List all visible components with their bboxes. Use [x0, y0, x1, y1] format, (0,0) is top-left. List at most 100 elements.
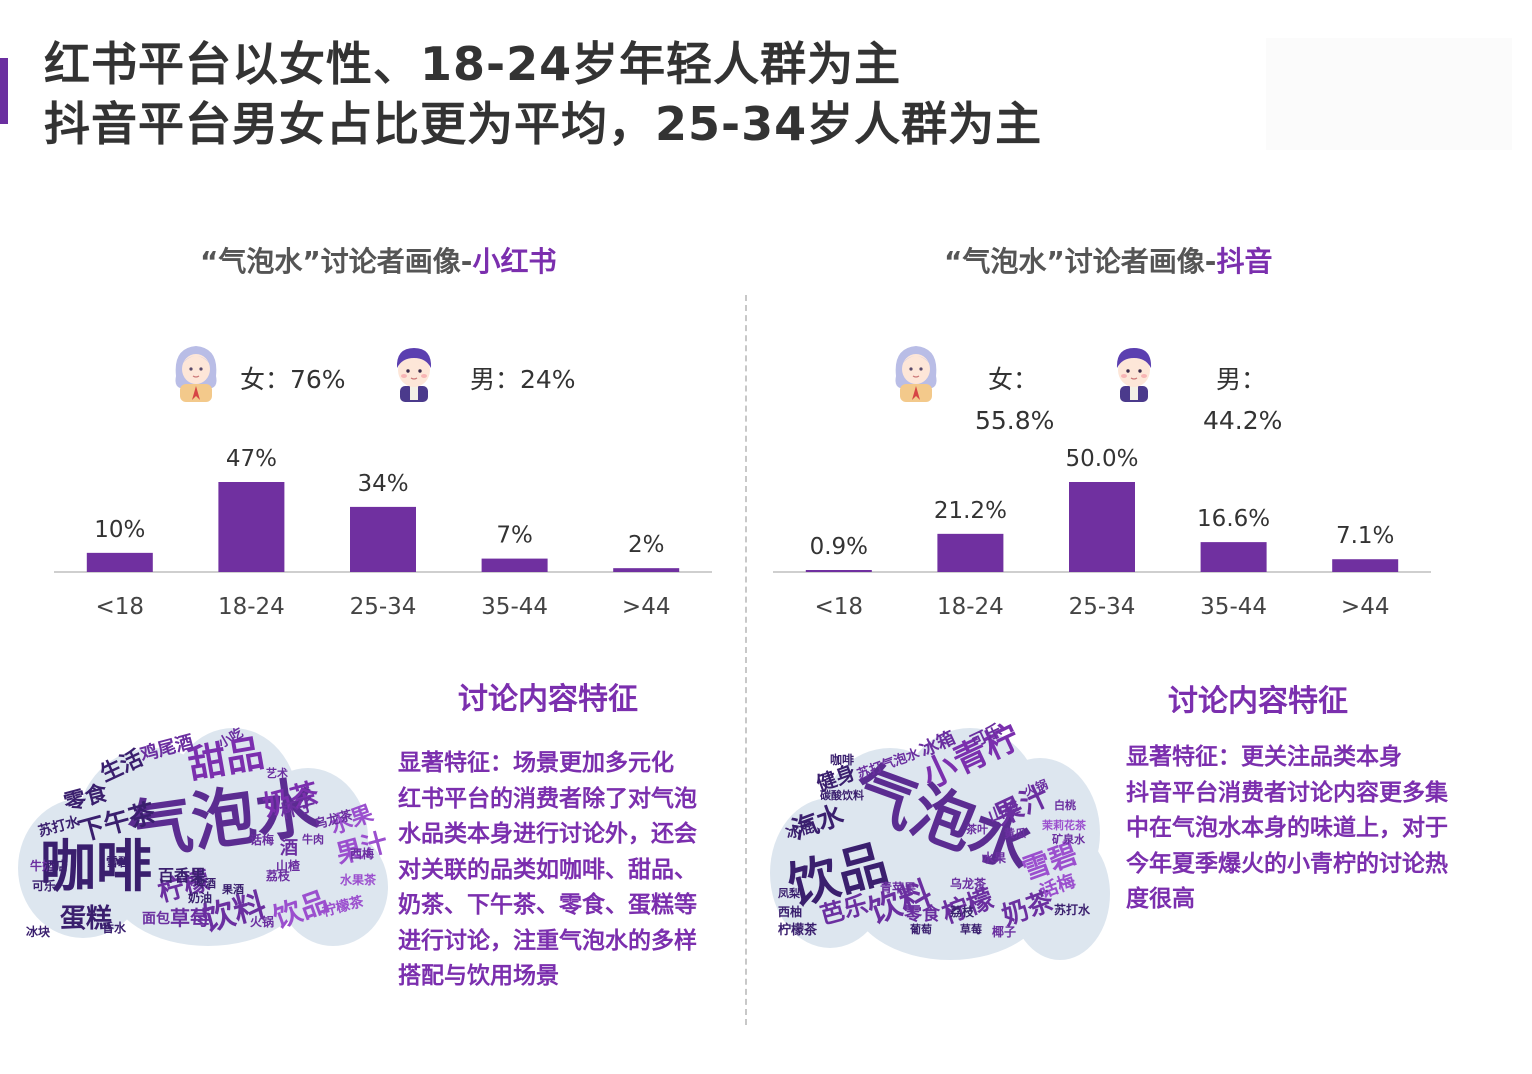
right-age-category-label: 25-34 — [1069, 594, 1136, 620]
right-cloud-word: 矿泉水 — [1052, 833, 1085, 846]
right-section-title: 讨论内容特征 — [1168, 684, 1348, 719]
left-age-data-label: 2% — [628, 532, 665, 558]
right-age-bar — [1332, 559, 1399, 572]
left-cloud-word: 草莓 — [170, 906, 210, 930]
left-age-bar-chart: 10% <18 47% 18-24 34% 25-34 7% 35-44 2% >44 — [54, 446, 712, 620]
right-description-line: 显著特征：更关注品类本身 — [1126, 744, 1402, 770]
right-age-data-label: 7.1% — [1336, 523, 1394, 549]
right-cloud-shape — [850, 828, 1050, 960]
left-description-line: 显著特征：场景更加多元化 — [398, 750, 674, 776]
right-cloud-word: 黄瓜 — [1004, 827, 1026, 840]
left-age-category-label: 18-24 — [218, 594, 285, 620]
right-cloud-word: 水果 — [982, 851, 1007, 865]
right-cloud-word: 凤梨 — [778, 887, 800, 900]
left-cloud-shape — [108, 818, 308, 946]
left-cloud-word: 火锅 — [250, 915, 275, 929]
left-age-bar — [350, 506, 416, 572]
right-age-category-label: 35-44 — [1200, 594, 1267, 620]
left-cloud-word: 荔枝 — [266, 869, 291, 883]
right-age-data-label: 21.2% — [934, 498, 1007, 524]
right-description-line: 抖音平台消费者讨论内容更多集 — [1126, 779, 1448, 806]
right-cloud-word: 西柚 — [778, 905, 803, 919]
left-cloud-word: 百香果 — [158, 866, 207, 885]
boy-avatar-icon — [1116, 348, 1152, 402]
right-cloud-word: 草莓 — [960, 923, 982, 936]
girl-avatar-icon — [895, 346, 937, 402]
faint-logo-area — [1266, 38, 1512, 150]
left-cloud-word: 蛋糕 — [60, 904, 113, 934]
left-cloud-word: 冰块 — [26, 925, 51, 939]
right-description-line: 度很高 — [1126, 886, 1195, 912]
right-cloud-word: 青苹果 — [880, 881, 917, 895]
left-age-bar — [86, 552, 153, 572]
left-age-bar — [613, 568, 680, 572]
boy-avatar-icon — [396, 348, 432, 402]
right-age-category-label: 18-24 — [937, 594, 1004, 620]
right-age-bar — [805, 570, 872, 572]
left-age-bar — [481, 558, 548, 572]
left-description-line: 搭配与饮用场景 — [398, 963, 559, 989]
right-description-line: 今年夏季爆火的小青柠的讨论热 — [1126, 850, 1448, 877]
right-age-bar — [937, 533, 1004, 572]
right-cloud-word: 柠檬茶 — [778, 923, 818, 938]
left-description-line: 水品类本身进行讨论外，还会 — [398, 821, 697, 847]
left-cloud-word: 酒 — [280, 838, 298, 859]
right-cloud-word: 茶叶 — [966, 823, 988, 836]
right-cloud-word: 葡萄 — [910, 923, 932, 936]
left-cloud-word: 话梅 — [250, 833, 275, 847]
right-description: 显著特征：更关注品类本身抖音平台消费者讨论内容更多集 中在气泡水本身的味道上，对于… — [1126, 740, 1448, 918]
left-age-category-label: >44 — [622, 594, 671, 620]
left-age-bar — [218, 482, 285, 572]
right-age-category-label: <18 — [815, 594, 864, 620]
right-word-cloud: 气泡水 饮品 小青柠 饮料 果汁 雪碧 柠檬 奶茶 汽水 芭乐 健身 冰箱 可乐 话梅 零食 苏打气泡水 冰棍山… — [770, 717, 1110, 960]
right-age-data-label: 16.6% — [1197, 506, 1270, 532]
right-panel-title: “气泡水”讨论者画像-抖音 — [944, 240, 1272, 280]
left-cloud-word: 可乐 — [32, 879, 57, 893]
left-cloud-word: 面包 — [142, 911, 170, 927]
left-age-category-label: 25-34 — [350, 594, 417, 620]
right-age-bar — [1069, 482, 1135, 572]
left-cloud-word: 酒店 — [44, 859, 69, 873]
right-cloud-word: 咖啡 — [830, 753, 855, 767]
left-section-title: 讨论内容特征 — [458, 682, 638, 717]
left-cloud-word: 西梅 — [350, 847, 375, 861]
left-description-line: 奶茶、下午茶、零食、蛋糕等 — [398, 892, 697, 918]
left-cloud-word: 香水 — [102, 921, 127, 935]
page-title-line-1: 红书平台以女性、18-24岁年轻人群为主 — [44, 37, 902, 91]
right-age-data-label: 0.9% — [810, 534, 868, 560]
right-cloud-word: 椰子 — [992, 925, 1017, 939]
left-cloud-word: 艺术 — [266, 767, 288, 780]
right-panel-title-prefix: “气泡水”讨论者画像- — [944, 245, 1217, 278]
right-cloud-word: 苏打水 — [1054, 903, 1091, 917]
left-cloud-word: 牛奶 — [30, 859, 55, 873]
right-male-label: 男： — [1216, 365, 1267, 394]
left-description-line: 对关联的品类如咖啡、甜品、 — [398, 856, 697, 883]
left-age-data-label: 34% — [357, 471, 408, 497]
accent-bar — [0, 58, 8, 124]
left-description-line: 红书平台的消费者除了对气泡 — [398, 785, 697, 812]
girl-avatar-icon — [175, 346, 217, 402]
left-female-share: 女：76% — [240, 365, 346, 394]
right-cloud-word: 白桃 — [1054, 799, 1076, 812]
right-age-category-label: >44 — [1341, 594, 1390, 620]
left-word-cloud: 气泡水 咖啡 甜品 饮料 饮品 奶茶 下午茶 柠檬 蛋糕 果汁 生活 零食 水果 草莓 鸡尾酒 杯子 百香果 苏打… — [18, 726, 391, 946]
right-cloud-word: 荔枝 — [950, 905, 975, 919]
left-description-line: 进行讨论，注重气泡水的多样 — [398, 927, 697, 954]
left-panel-title-platform: 小红书 — [472, 245, 557, 278]
left-male-share: 男：24% — [470, 365, 576, 394]
left-age-data-label: 47% — [226, 446, 277, 472]
left-cloud-word: 果酒 — [222, 883, 244, 896]
right-age-bar — [1200, 542, 1267, 572]
right-female-label: 女： — [988, 365, 1039, 394]
right-panel-title-platform: 抖音 — [1216, 245, 1273, 278]
left-age-category-label: 35-44 — [481, 594, 548, 620]
left-description: 显著特征：场景更加多元化 红书平台的消费者除了对气泡 水品类本身进行讨论外，还会 对关… — [398, 746, 697, 995]
left-cloud-word: 水果茶 — [340, 873, 377, 887]
left-panel-title: “气泡水”讨论者画像-小红书 — [200, 240, 556, 280]
right-cloud-word: 茉莉花茶 — [1042, 819, 1086, 832]
left-cloud-word: 奶油 — [188, 891, 213, 905]
left-cloud-word: 山楂 — [276, 859, 301, 873]
right-female-value: 55.8% — [975, 406, 1055, 435]
right-description-line: 中在气泡水本身的味道上，对于 — [1126, 815, 1448, 841]
right-cloud-word: 碳酸饮料 — [820, 789, 864, 802]
